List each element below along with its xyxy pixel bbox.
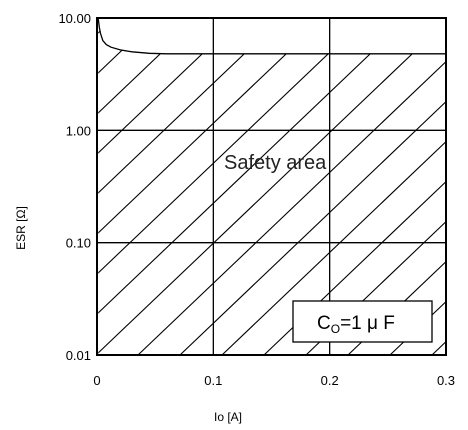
y-tick-label: 0.10 xyxy=(66,236,91,251)
condition-label: CO=1 μ F xyxy=(317,313,395,336)
hatch-line xyxy=(221,18,446,355)
x-tick-label: 0.1 xyxy=(204,373,222,388)
esr-limit-curve xyxy=(97,18,446,55)
hatch-line xyxy=(98,18,446,355)
condition-prefix: C xyxy=(317,313,331,334)
safety-area-hatching xyxy=(98,18,446,355)
hatch-line xyxy=(263,18,446,355)
condition-box-frame xyxy=(292,300,433,343)
condition-box: CO=1 μ F xyxy=(292,300,433,343)
hatch-line xyxy=(98,18,283,355)
y-axis-label: ESR [Ω] xyxy=(14,206,28,250)
grid-lines xyxy=(97,18,446,355)
hatch-line xyxy=(137,18,446,355)
plot-frame xyxy=(96,17,447,356)
hatch-line xyxy=(179,18,446,355)
y-tick-labels: 10.00 1.00 0.10 0.01 xyxy=(58,11,91,363)
hatch-line xyxy=(347,18,446,355)
hatch-line xyxy=(98,18,325,355)
hatch-line xyxy=(98,18,199,355)
y-tick-label: 10.00 xyxy=(58,11,91,26)
hatch-line xyxy=(305,18,446,355)
x-tick-label: 0.2 xyxy=(321,373,339,388)
y-tick-label: 1.00 xyxy=(66,123,91,138)
safety-area-label: Safety area xyxy=(224,152,327,174)
condition-suffix: =1 μ F xyxy=(340,313,395,334)
x-tick-label: 0 xyxy=(93,373,100,388)
hatch-line xyxy=(98,18,241,355)
condition-subscript: O xyxy=(331,322,340,336)
x-tick-label: 0.3 xyxy=(437,373,455,388)
hatch-line xyxy=(98,18,409,355)
x-tick-labels: 0 0.1 0.2 0.3 xyxy=(93,373,455,388)
x-axis-label: Io [A] xyxy=(214,410,242,424)
hatch-line xyxy=(98,18,367,355)
y-tick-label: 0.01 xyxy=(66,348,91,363)
